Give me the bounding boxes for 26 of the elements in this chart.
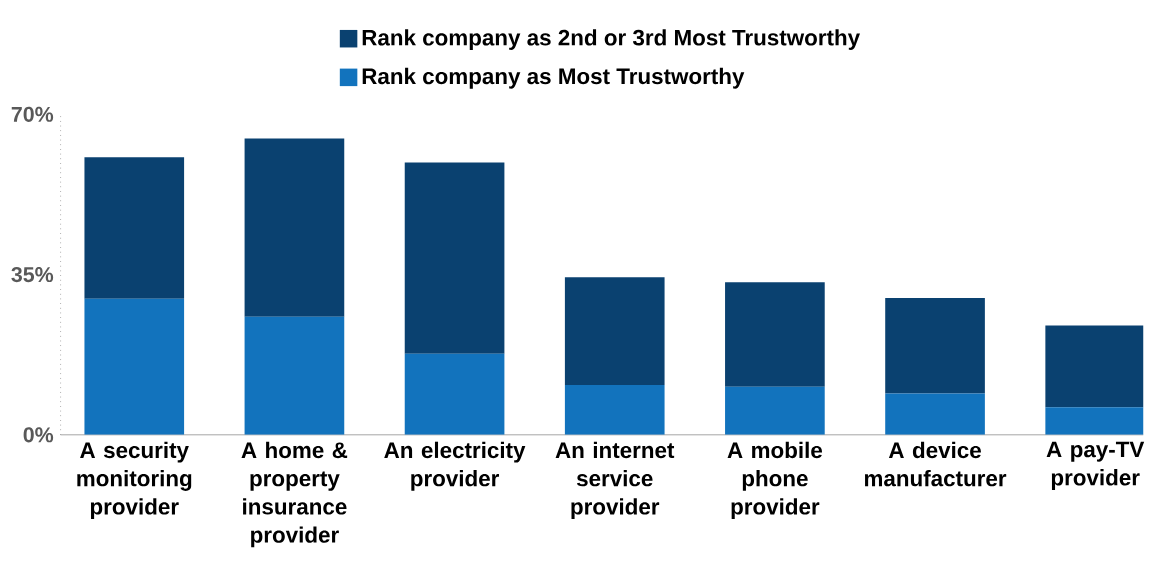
bar [885,298,985,394]
bar [244,316,345,435]
y-tick-label: 70% [11,106,54,123]
bar [404,162,505,354]
bar [725,386,825,435]
bar [84,299,185,435]
x-tick-label: A home & property insurance provider [241,441,348,548]
x-tick-label: An electricity provider [384,441,526,491]
x-tick-label: A security monitoring provider [77,441,192,520]
bar [1045,325,1144,408]
bar [404,353,505,435]
y-tick-label: 35% [11,267,54,283]
bar [1045,407,1144,435]
bar [725,282,825,387]
legend-label: Rank company as Most Trustworthy [362,67,745,89]
bar [564,277,665,386]
x-tick-label: A pay-TV provider [1046,441,1145,491]
x-tick-label: An internet service provider [555,441,675,520]
bar [244,138,345,317]
bar [84,157,185,300]
x-tick-label: A mobile phone provider [727,441,823,520]
x-tick-label: A device manufacturer [864,441,1007,487]
bar [564,385,665,435]
y-tick-label: 0% [23,427,54,443]
legend-label: Rank company as 2nd or 3rd Most Trustworthy [362,29,860,51]
bar [885,393,985,435]
